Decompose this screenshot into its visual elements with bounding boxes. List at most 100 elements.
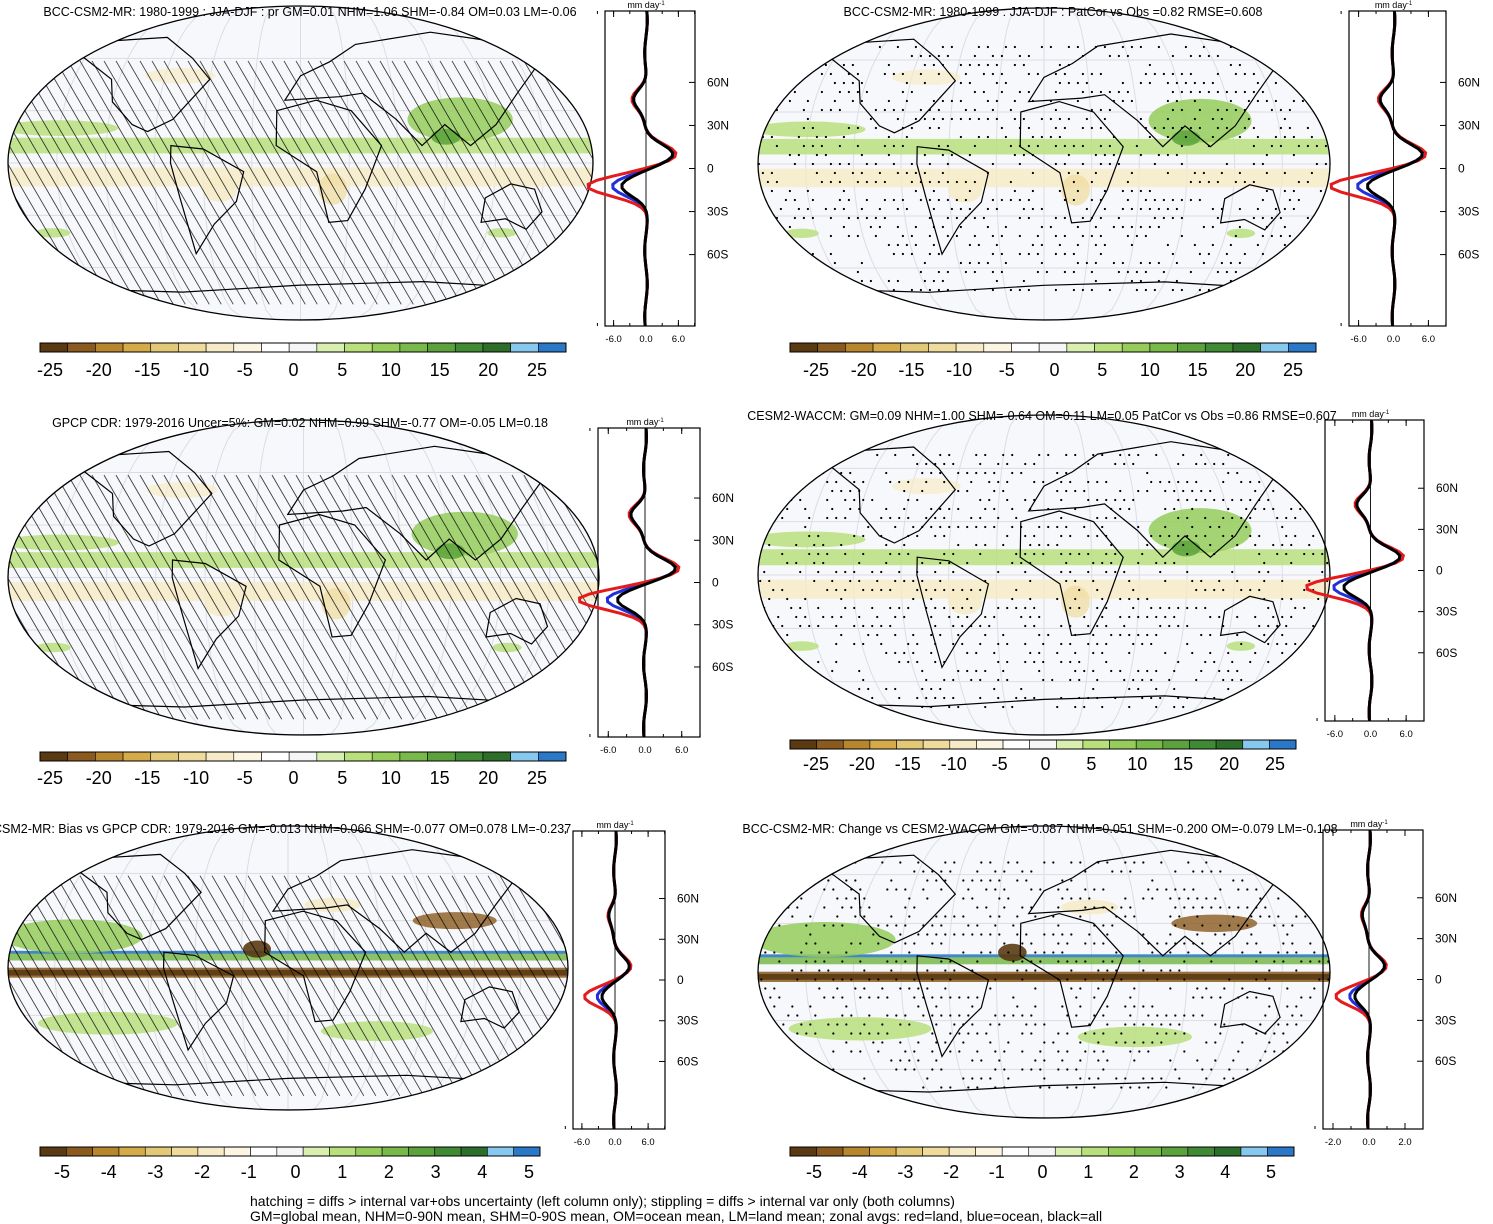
stipple-dot [1029, 651, 1032, 655]
colorbar-swatch [975, 1146, 1003, 1157]
stipple-dot [759, 525, 762, 529]
stipple-dot [1090, 90, 1093, 94]
lat-label: 60N [1458, 75, 1480, 89]
stipple-dot [1159, 480, 1162, 484]
stipple-dot [1018, 162, 1021, 166]
hatch-line [259, 474, 403, 720]
stipple-dot [1002, 453, 1005, 457]
stipple-dot [758, 216, 760, 220]
stipple-dot [997, 696, 1000, 700]
hatch-line [499, 60, 593, 305]
stipple-dot [835, 624, 838, 628]
colorbar-swatch [39, 1146, 67, 1157]
stipple-dot [1281, 579, 1284, 583]
stipple-dot [907, 642, 910, 646]
hatch-line [0, 61, 5, 304]
stipple-dot [1114, 552, 1117, 556]
stipple-dot [905, 207, 908, 211]
stipple-dot [1040, 243, 1043, 247]
stipple-dot [904, 960, 907, 963]
colorbar-swatch [92, 1146, 120, 1157]
stipple-dot [877, 996, 880, 999]
stipple-dot [984, 507, 987, 511]
stipple-dot [1111, 978, 1114, 981]
stipple-dot [1290, 597, 1293, 601]
stipple-dot [1263, 687, 1266, 691]
stipple-dot [1043, 861, 1046, 864]
stipple-dot [1129, 870, 1132, 873]
stipple-dot [1294, 606, 1297, 610]
hatch-line [67, 474, 211, 720]
stipple-dot [1288, 108, 1291, 112]
stipple-dot [1006, 498, 1009, 502]
stipple-dot [860, 261, 863, 265]
stipple-dot [1139, 279, 1142, 283]
stipple-dot [895, 888, 898, 891]
stipple-dot [1324, 216, 1327, 220]
stipple-dot [778, 924, 781, 927]
stipple-dot [910, 126, 913, 130]
stipple-dot [1060, 552, 1063, 556]
stipple-dot [1128, 687, 1131, 691]
stipple-dot [1128, 705, 1131, 709]
stipple-dot [1108, 90, 1111, 94]
stipple-dot [1324, 162, 1327, 166]
stipple-dot [1299, 489, 1302, 493]
stipple-dot [1006, 480, 1009, 484]
stipple-dot [922, 1086, 925, 1089]
stipple-dot [766, 72, 769, 76]
lat-label: 60S [1458, 248, 1479, 262]
coastline [916, 146, 990, 256]
stipple-dot [865, 216, 868, 220]
stipple-dot [831, 669, 834, 673]
hatch-line [644, 876, 772, 1096]
stipple-dot [788, 63, 791, 67]
stipple-dot [989, 951, 992, 954]
stipple-dot [1286, 951, 1289, 954]
stipple-dot [1129, 906, 1132, 909]
stipple-dot [1020, 561, 1023, 565]
stipple-dot [958, 1014, 961, 1017]
stipple-dot [1306, 126, 1309, 130]
stipple-dot [878, 225, 881, 229]
stipple-dot [761, 225, 764, 229]
stipple-dot [914, 117, 917, 121]
stipple-dot [1205, 861, 1208, 864]
colorbar-label: 10 [381, 768, 401, 788]
stipple-dot [1171, 216, 1174, 220]
stipple-dot [1101, 525, 1104, 529]
stipple-dot [1141, 696, 1144, 700]
stipple-dot [1223, 1077, 1226, 1080]
stipple-dot [1210, 996, 1213, 999]
stipple-dot [921, 669, 924, 673]
stipple-dot [959, 135, 962, 139]
stipple-dot [904, 942, 907, 945]
stipple-dot [914, 225, 917, 229]
stipple-dot [1067, 171, 1070, 175]
stipple-dot [1081, 54, 1084, 58]
stipple-dot [1326, 489, 1329, 493]
stipple-dot [1027, 54, 1030, 58]
hatch-line [343, 60, 486, 305]
stipple-dot [984, 615, 987, 619]
stipple-dot [1225, 108, 1228, 112]
stipple-dot [775, 180, 778, 184]
stipple-dot [958, 1032, 961, 1035]
stipple-dot [1281, 543, 1284, 547]
stipple-dot [1256, 81, 1259, 85]
stipple-dot [986, 99, 989, 103]
stipple-dot [1178, 897, 1181, 900]
stipple-dot [799, 678, 802, 682]
stipple-dot [1006, 660, 1009, 664]
stipple-dot [860, 207, 863, 211]
stipple-dot [805, 924, 808, 927]
stipple-dot [948, 507, 951, 511]
stipple-dot [937, 72, 940, 76]
stipple-dot [1090, 108, 1093, 112]
stipple-dot [1105, 480, 1108, 484]
zonal-profile [586, 10, 678, 327]
stipple-dot [1147, 888, 1150, 891]
stipple-dot [1274, 135, 1277, 139]
stipple-dot [1234, 180, 1237, 184]
stipple-dot [894, 633, 897, 637]
